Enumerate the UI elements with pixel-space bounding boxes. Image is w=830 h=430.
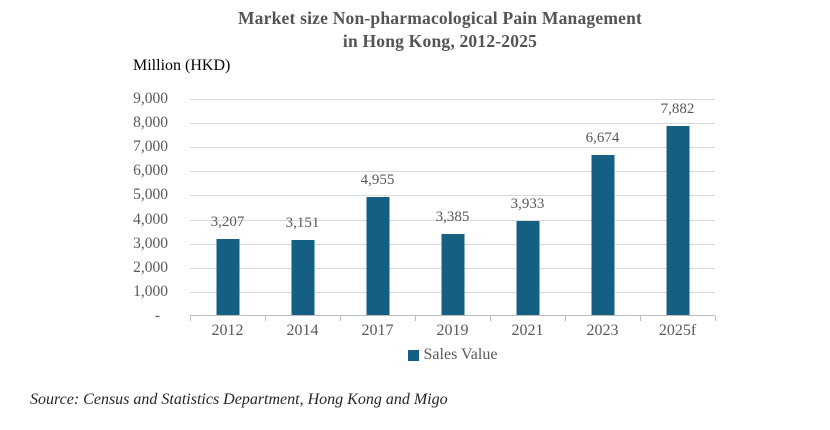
gridline <box>190 195 715 197</box>
x-tick-label: 2019 <box>436 322 469 339</box>
legend: Sales Value <box>190 346 715 364</box>
x-tick-label: 2023 <box>586 322 619 339</box>
x-axis-tick-mark <box>490 316 491 321</box>
bar-column: 4,955 <box>340 99 415 316</box>
bar <box>441 234 464 316</box>
bar-column: 3,151 <box>265 99 340 316</box>
bar <box>291 240 314 316</box>
gridline <box>190 123 715 125</box>
x-axis-labels: 2012 2014 2017 2019 2021 2023 2025f <box>190 322 715 340</box>
y-tick-label: 8,000 <box>133 114 168 132</box>
bar-value-label: 4,955 <box>360 171 395 188</box>
x-axis-tick-mark <box>415 316 416 321</box>
y-tick-label: 6,000 <box>133 162 168 180</box>
bar <box>216 238 239 316</box>
y-axis-unit-label: Million (HKD) <box>133 57 231 74</box>
y-tick-label: 4,000 <box>133 210 168 228</box>
chart-title: Market size Non-pharmacological Pain Man… <box>60 7 820 53</box>
x-axis-tick-mark <box>640 316 641 321</box>
bar-value-label: 3,933 <box>510 196 545 213</box>
legend-swatch <box>407 350 419 361</box>
bar-column: 3,933 <box>490 99 565 316</box>
bar-value-label: 3,207 <box>210 213 245 230</box>
chart-title-line2: in Hong Kong, 2012-2025 <box>342 31 538 51</box>
y-tick-label: 2,000 <box>133 258 168 276</box>
x-tick-label: 2017 <box>361 322 394 339</box>
bar-column: 6,674 <box>565 99 640 316</box>
x-axis-tick-mark <box>340 316 341 321</box>
bar <box>516 221 539 316</box>
x-tick-label: 2021 <box>511 322 544 339</box>
x-axis-tick-mark <box>715 316 716 321</box>
gridline <box>190 219 715 221</box>
bar <box>366 196 389 316</box>
bars-container: 3,207 3,151 4,955 3,385 3,933 6,674 7,882 <box>190 99 715 316</box>
y-tick-label: 3,000 <box>133 234 168 252</box>
y-tick-label: - <box>154 307 160 324</box>
x-axis-line <box>190 315 715 316</box>
legend-label: Sales Value <box>423 346 498 363</box>
bar-column: 3,207 <box>190 99 265 316</box>
bar-column: 3,385 <box>415 99 490 316</box>
bar-value-label: 7,882 <box>660 100 695 117</box>
y-tick-label: 9,000 <box>133 90 168 107</box>
bar <box>591 155 614 316</box>
source-note: Source: Census and Statistics Department… <box>30 391 448 408</box>
gridline <box>190 147 715 149</box>
plot-area: 3,207 3,151 4,955 3,385 3,933 6,674 7,882 <box>190 99 716 321</box>
x-tick-label: 2014 <box>286 322 319 339</box>
gridline <box>190 171 715 173</box>
x-axis-tick-mark <box>265 316 266 321</box>
chart-title-line1: Market size Non-pharmacological Pain Man… <box>237 8 643 28</box>
x-axis-tick-mark <box>190 316 191 321</box>
x-tick-label: 2012 <box>211 322 244 339</box>
y-tick-label: 5,000 <box>133 186 168 204</box>
y-tick-label: 1,000 <box>133 282 168 300</box>
x-axis-tick-mark <box>565 316 566 321</box>
bar-value-label: 3,385 <box>435 209 470 226</box>
y-axis-tick-labels: - 1,000 2,000 3,000 4,000 5,000 6,000 7,000 8,00… <box>60 90 168 324</box>
bar-column: 7,882 <box>640 99 715 316</box>
y-tick-label: 7,000 <box>133 138 168 156</box>
bar-value-label: 3,151 <box>285 215 320 232</box>
x-tick-label: 2025f <box>658 322 697 339</box>
bar-value-label: 6,674 <box>585 130 620 147</box>
bar <box>666 125 689 316</box>
gridline <box>190 99 715 100</box>
